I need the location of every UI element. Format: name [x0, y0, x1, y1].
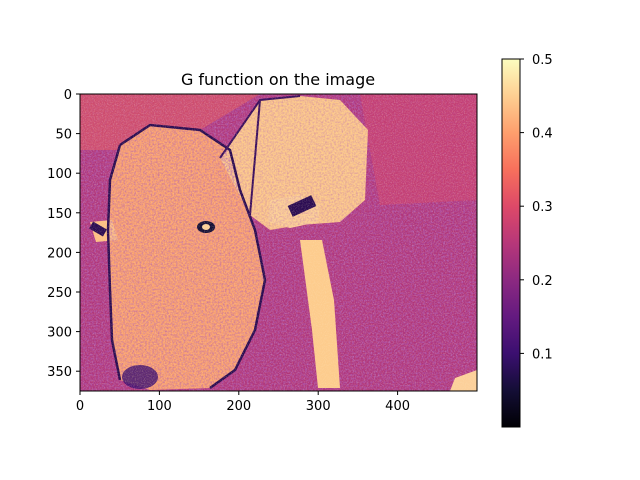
y-tick-label: 250	[47, 286, 72, 301]
colorbar-axis: 0.1 0.2 0.3 0.4 0.5	[520, 53, 553, 362]
x-tick-label: 0	[76, 399, 84, 414]
x-axis: 0 100 200 300 400	[76, 391, 410, 414]
x-tick-label: 300	[306, 399, 331, 414]
chart-title: G function on the image	[181, 70, 375, 89]
y-tick-label: 350	[47, 365, 72, 380]
axes-frame	[79, 93, 478, 392]
colorbar	[501, 58, 521, 428]
colorbar-tick-label: 0.2	[532, 274, 553, 289]
colorbar-tick-label: 0.3	[532, 200, 553, 215]
heatmap-image	[80, 94, 477, 391]
y-tick-label: 50	[55, 128, 72, 143]
y-tick-label: 150	[47, 207, 72, 222]
x-tick-label: 400	[385, 399, 410, 414]
x-tick-label: 200	[226, 399, 251, 414]
colorbar-tick-label: 0.5	[532, 53, 553, 68]
y-tick-label: 300	[47, 326, 72, 341]
y-axis: 0 50 100 150 200 250 300 350	[47, 88, 80, 380]
y-tick-label: 0	[64, 88, 72, 103]
colorbar-tick-label: 0.1	[532, 347, 553, 362]
colorbar-tick-label: 0.4	[532, 127, 553, 142]
x-tick-label: 100	[147, 399, 172, 414]
y-tick-label: 200	[47, 246, 72, 261]
y-tick-label: 100	[47, 167, 72, 182]
